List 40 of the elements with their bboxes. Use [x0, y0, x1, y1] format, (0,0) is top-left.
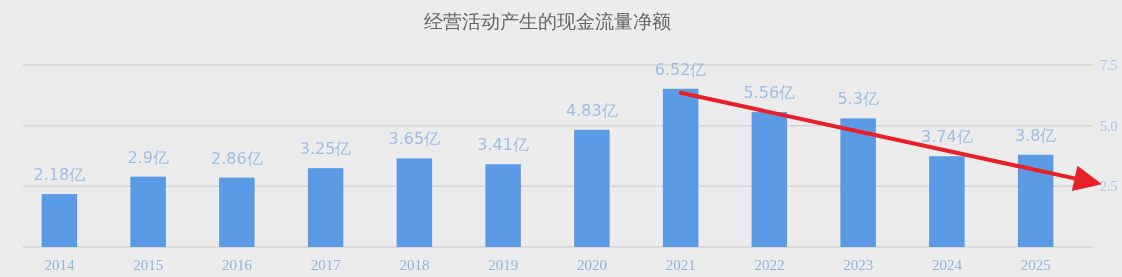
x-tick-label: 2020: [576, 257, 607, 273]
chart-title: 经营活动产生的现金流量净额: [424, 10, 671, 32]
bar: [41, 194, 78, 247]
y-tick-label: 5.0: [1100, 118, 1118, 134]
bar: [396, 158, 433, 247]
y-tick-label: 7.5: [1100, 58, 1118, 73]
x-tick-label: 2019: [488, 257, 519, 273]
bar: [485, 164, 521, 247]
data-label: 4.83亿: [566, 100, 618, 120]
data-label: 5.3亿: [837, 89, 879, 109]
x-tick-label: 2023: [843, 257, 874, 273]
x-tick-label: 2016: [221, 257, 253, 273]
x-tick-label: 2018: [399, 257, 430, 273]
x-tick-label: 2014: [44, 257, 75, 273]
x-tick-label: 2025: [1020, 257, 1051, 273]
data-label: 3.41亿: [477, 135, 529, 155]
data-label: 3.74亿: [921, 127, 973, 147]
x-tick-label: 2015: [133, 257, 164, 273]
bar: [929, 156, 965, 247]
bar: [219, 177, 255, 247]
bar: [130, 176, 166, 247]
bar: [307, 168, 344, 247]
bar: [1017, 154, 1054, 247]
data-label: 2.9亿: [127, 147, 169, 167]
bar: [574, 129, 610, 247]
data-label: 3.8亿: [1014, 125, 1057, 145]
bar: [662, 88, 699, 247]
y-tick-label: 2.5: [1100, 179, 1118, 195]
data-label: 5.56亿: [743, 83, 796, 103]
data-label: 3.65亿: [388, 129, 441, 149]
data-label: 6.52亿: [654, 59, 707, 79]
bar: [751, 112, 788, 247]
x-tick-label: 2024: [931, 257, 963, 273]
x-tick-label: 2017: [310, 257, 342, 273]
bar: [840, 118, 876, 247]
x-tick-label: 2021: [665, 257, 696, 273]
data-label: 2.86亿: [211, 148, 263, 168]
x-tick-label: 2022: [754, 257, 785, 273]
data-label: 2.18亿: [33, 165, 86, 185]
data-label: 3.25亿: [299, 139, 352, 159]
